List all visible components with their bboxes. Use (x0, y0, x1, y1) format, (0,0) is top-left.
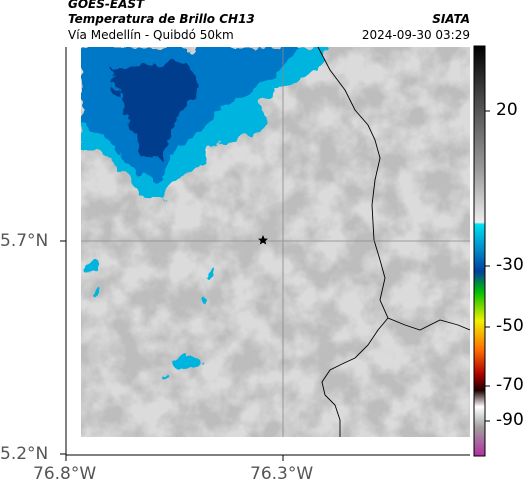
map-data-area (81, 47, 470, 437)
lat-label-5-7: 5.7°N (0, 231, 49, 251)
agency-label: SIATA (432, 12, 470, 26)
scattered-cloud-cells (87, 263, 216, 376)
colorbar-label-neg30: -30 (496, 255, 524, 275)
colorbar-label-neg70: -70 (496, 375, 524, 395)
lat-label-5-2: 5.2°N (0, 444, 49, 464)
boundary-line (317, 47, 470, 437)
satellite-title: GOES-EAST (68, 0, 145, 11)
lon-label-76-3: 76.3°W (250, 464, 314, 484)
colorbar-label-neg90: -90 (496, 410, 524, 430)
lon-label-76-8: 76.8°W (33, 464, 97, 484)
location-star-marker (258, 235, 268, 245)
cold-cloud-region (81, 47, 330, 200)
region-subtitle: Vía Medellín - Quibdó 50km (68, 28, 234, 42)
colorbar-label-neg50: -50 (496, 316, 524, 336)
timestamp-label: 2024-09-30 03:29 (361, 28, 470, 42)
colorbar (473, 45, 486, 457)
colorbar-label-20: 20 (496, 100, 518, 120)
product-title: Temperatura de Brillo CH13 (68, 12, 255, 26)
